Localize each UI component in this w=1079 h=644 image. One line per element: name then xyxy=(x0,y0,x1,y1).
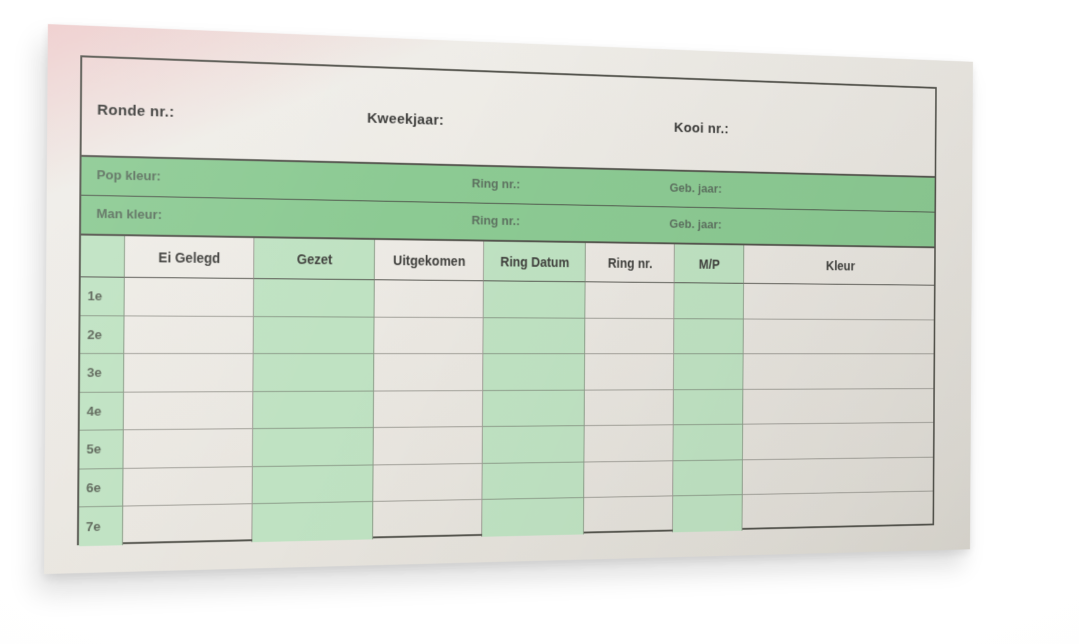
table-cell xyxy=(585,354,675,391)
table-cell xyxy=(122,504,253,545)
man-geb-jaar-label: Geb. jaar: xyxy=(669,216,722,232)
table-cell xyxy=(743,491,933,530)
pop-kleur-label: Pop kleur: xyxy=(96,167,161,184)
table-cell xyxy=(673,424,744,461)
table-cell xyxy=(252,501,374,542)
table-cell xyxy=(743,422,934,460)
table-cell xyxy=(584,496,674,534)
table-cell xyxy=(123,429,254,469)
column-header-kleur: Kleur xyxy=(744,245,935,286)
column-header-gezet: Gezet xyxy=(254,238,376,281)
table-cell xyxy=(483,281,586,319)
table-cell xyxy=(483,390,586,427)
row-label-3e: 3e xyxy=(79,354,124,393)
table-cell xyxy=(673,389,744,426)
table-cell xyxy=(482,462,585,500)
table-cell xyxy=(483,317,586,355)
table-cell xyxy=(252,464,374,505)
table-cell xyxy=(585,282,675,319)
table-cell xyxy=(123,354,254,393)
table-cell xyxy=(483,354,586,391)
ronde-nr-label: Ronde nr.: xyxy=(97,101,175,121)
table-cell xyxy=(374,317,484,355)
table-cell xyxy=(373,463,483,502)
row-label-1e: 1e xyxy=(80,277,125,316)
man-kleur-label: Man kleur: xyxy=(96,205,163,222)
table-cell xyxy=(374,280,484,318)
table-cell xyxy=(743,318,934,355)
column-header-ring-nr-: Ring nr. xyxy=(585,243,675,284)
breeding-table: Ei Gelegd Gezet Uitgekomen Ring Datum Ring n… xyxy=(78,235,935,546)
table-cell xyxy=(673,354,744,390)
row-label-6e: 6e xyxy=(79,468,124,508)
pop-ring-nr-label: Ring nr.: xyxy=(471,175,521,192)
row-label-2e: 2e xyxy=(80,315,125,355)
breeding-form: Ronde nr.: Kweekjaar: Kooi nr.: Pop kleu… xyxy=(76,55,937,546)
table-cell xyxy=(584,460,674,498)
table-cell xyxy=(123,315,255,355)
table-cell xyxy=(254,279,375,318)
column-header-uitgekomen: Uitgekomen xyxy=(374,239,485,282)
column-header-ei-gelegd: Ei Gelegd xyxy=(124,236,255,280)
table-cell xyxy=(253,354,375,392)
table-cell xyxy=(123,391,254,431)
table-cell xyxy=(744,283,934,320)
table-cell xyxy=(674,283,745,319)
table-cell xyxy=(374,354,484,392)
paper-card: Ronde nr.: Kweekjaar: Kooi nr.: Pop kleu… xyxy=(44,24,973,575)
pop-geb-jaar-label: Geb. jaar: xyxy=(669,180,722,196)
table-cell xyxy=(253,427,374,467)
table-cell xyxy=(122,466,254,507)
table-cell xyxy=(124,277,255,317)
table-cell xyxy=(743,354,934,390)
row-label-4e: 4e xyxy=(79,392,124,431)
man-ring-nr-label: Ring nr.: xyxy=(471,212,520,228)
column-header-ring-datum: Ring Datum xyxy=(483,241,587,283)
table-cell xyxy=(673,459,744,497)
table-cell xyxy=(373,426,484,465)
table-cell xyxy=(584,425,674,463)
table-cell xyxy=(482,497,585,537)
table-cell xyxy=(253,391,375,430)
column-header-empty xyxy=(80,235,125,278)
kweekjaar-label: Kweekjaar: xyxy=(366,110,445,129)
table-cell xyxy=(373,499,483,539)
row-label-5e: 5e xyxy=(79,430,124,470)
table-cell xyxy=(672,495,744,532)
kooi-nr-label: Kooi nr.: xyxy=(673,119,730,138)
table-cell xyxy=(482,426,585,464)
row-label-7e: 7e xyxy=(78,506,123,546)
column-header-m-p: M/P xyxy=(674,244,745,284)
table-cell xyxy=(674,318,745,355)
table-cell xyxy=(743,457,933,496)
table-cell xyxy=(585,318,675,355)
table-cell xyxy=(373,390,484,428)
table-cell xyxy=(584,389,674,427)
table-cell xyxy=(253,316,375,355)
table-cell xyxy=(743,388,934,425)
